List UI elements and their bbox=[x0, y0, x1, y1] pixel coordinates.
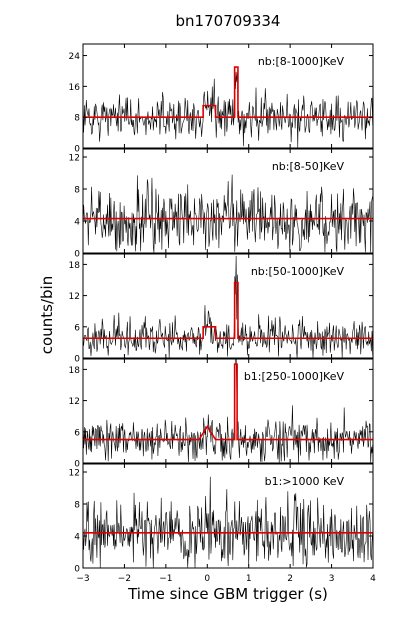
panel-label: nb:[50-1000]KeV bbox=[251, 265, 345, 278]
panel-1: 0 8 16 24 nb:[8-1000]KeV bbox=[69, 43, 374, 155]
panel-frame bbox=[82, 43, 374, 149]
panel-frame bbox=[82, 148, 374, 254]
y-tick-label: 12 bbox=[69, 292, 80, 302]
x-tick-label: 4 bbox=[370, 574, 376, 584]
x-tick-label: 2 bbox=[287, 574, 293, 584]
y-tick-label: 0 bbox=[74, 355, 80, 365]
x-tick-label: 1 bbox=[246, 574, 252, 584]
x-tick-label: −2 bbox=[118, 574, 131, 584]
x-tick-label: 0 bbox=[204, 574, 210, 584]
panel-label: nb:[8-50]KeV bbox=[272, 160, 345, 173]
x-axis-label: Time since GBM trigger (s) bbox=[127, 585, 328, 603]
data-series-line bbox=[83, 174, 373, 253]
y-tick-label: 0 bbox=[74, 145, 80, 155]
data-series-line bbox=[83, 71, 373, 148]
chart-title: bn170709334 bbox=[176, 12, 281, 30]
model-line bbox=[83, 363, 373, 441]
y-tick-label: 12 bbox=[69, 469, 80, 479]
data-series-line bbox=[83, 359, 373, 463]
x-tick-label: −1 bbox=[159, 574, 172, 584]
data-series-line bbox=[83, 476, 373, 568]
y-tick-label: 4 bbox=[74, 533, 80, 543]
panel-label: b1:>1000 KeV bbox=[265, 475, 345, 488]
y-tick-label: 24 bbox=[69, 52, 81, 62]
y-tick-label: 18 bbox=[69, 366, 81, 376]
y-tick-label: 0 bbox=[74, 250, 80, 260]
y-tick-label: 12 bbox=[69, 154, 80, 164]
panel-frame bbox=[82, 463, 374, 569]
x-tick-label: −3 bbox=[76, 574, 89, 584]
y-tick-label: 8 bbox=[74, 114, 80, 124]
panel-label: nb:[8-1000]KeV bbox=[258, 55, 345, 68]
model-line bbox=[83, 66, 373, 118]
data-series-line bbox=[83, 255, 373, 358]
y-tick-label: 16 bbox=[69, 83, 81, 93]
x-tick-label: 3 bbox=[329, 574, 335, 584]
y-tick-label: 8 bbox=[74, 501, 80, 511]
y-tick-label: 6 bbox=[74, 323, 80, 333]
y-tick-label: 4 bbox=[74, 218, 80, 228]
panel-3: 0 6 12 18 nb:[50-1000]KeV bbox=[69, 253, 374, 365]
y-tick-label: 0 bbox=[74, 460, 80, 470]
panel-frame bbox=[82, 253, 374, 359]
panel-2: 0 4 8 12 nb:[8-50]KeV bbox=[69, 148, 374, 260]
y-axis-label: counts/bin bbox=[38, 276, 56, 354]
panel-frame bbox=[82, 358, 374, 464]
y-tick-label: 0 bbox=[74, 565, 80, 575]
y-tick-label: 6 bbox=[74, 428, 80, 438]
panel-5: 0 4 8 12 b1:>1000 KeV bbox=[69, 463, 374, 575]
panel-4: 0 6 12 18 b1:[250-1000]KeV bbox=[69, 358, 374, 470]
model-line bbox=[83, 281, 373, 340]
y-tick-label: 8 bbox=[74, 186, 80, 196]
panel-label: b1:[250-1000]KeV bbox=[244, 370, 345, 383]
y-tick-label: 18 bbox=[69, 261, 81, 271]
y-tick-label: 12 bbox=[69, 397, 80, 407]
